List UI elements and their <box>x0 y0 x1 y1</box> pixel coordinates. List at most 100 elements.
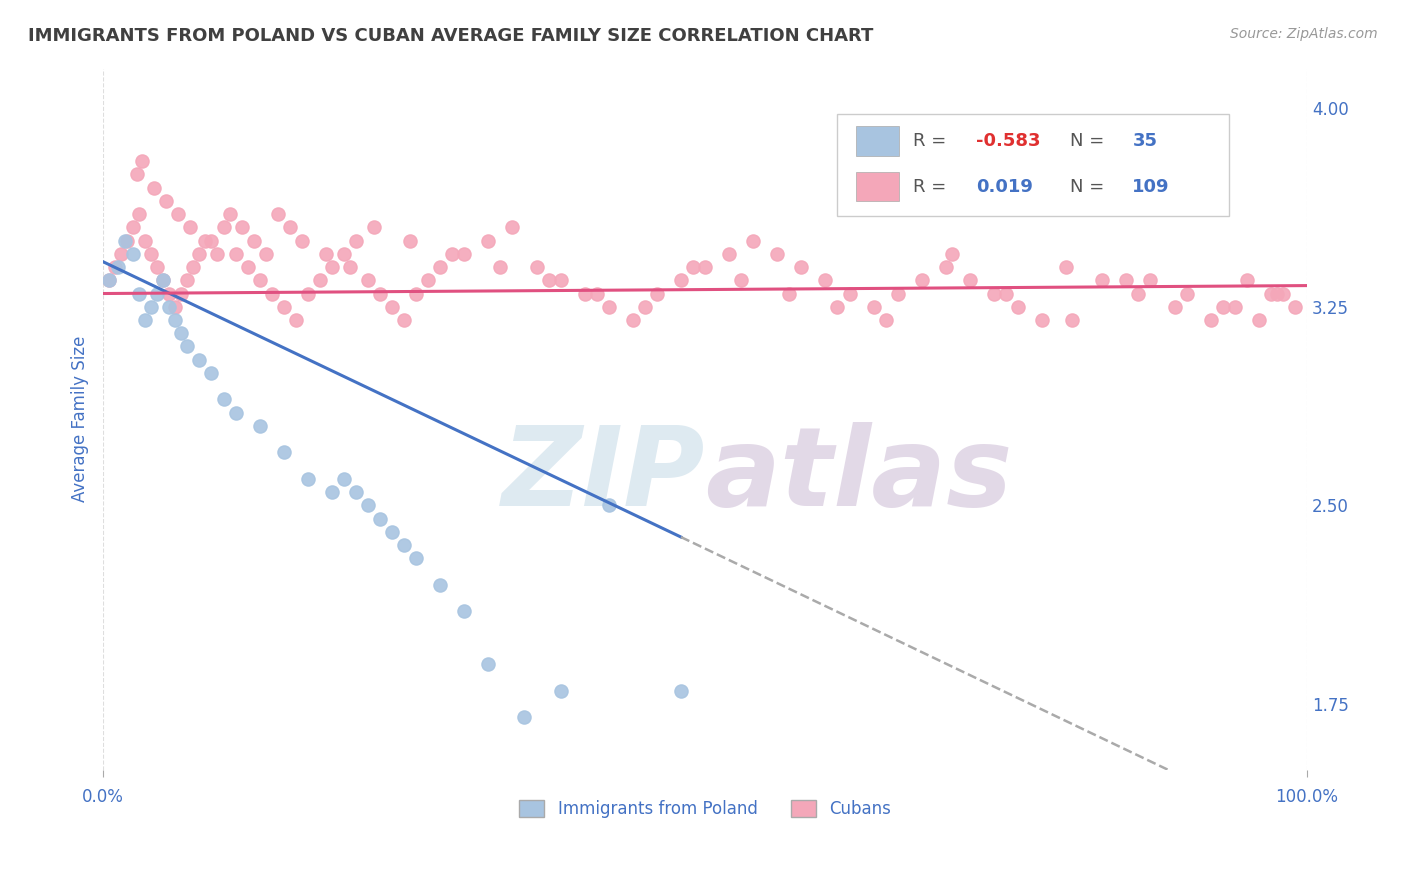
Point <box>152 273 174 287</box>
Point <box>778 286 800 301</box>
Text: N =: N = <box>1070 132 1109 150</box>
Point <box>170 326 193 341</box>
Point <box>1212 300 1234 314</box>
Point <box>418 273 440 287</box>
Point <box>682 260 704 274</box>
FancyBboxPatch shape <box>838 114 1229 216</box>
Point <box>983 286 1005 301</box>
Point <box>166 207 188 221</box>
Point <box>995 286 1018 301</box>
Point <box>212 220 235 235</box>
Text: 35: 35 <box>1132 132 1157 150</box>
Point <box>453 604 475 618</box>
Text: ZIP: ZIP <box>502 422 704 529</box>
Point <box>297 286 319 301</box>
Point <box>1007 300 1029 314</box>
Point <box>477 657 499 672</box>
Point <box>125 168 148 182</box>
Point <box>225 406 247 420</box>
Point <box>1260 286 1282 301</box>
Point <box>742 234 765 248</box>
Text: Source: ZipAtlas.com: Source: ZipAtlas.com <box>1230 27 1378 41</box>
Point <box>790 260 813 274</box>
Point <box>1199 313 1222 327</box>
Point <box>429 577 451 591</box>
Point <box>291 234 314 248</box>
Point <box>155 194 177 208</box>
Point <box>321 485 343 500</box>
Point <box>200 234 222 248</box>
Point <box>107 260 129 274</box>
Point <box>598 498 620 512</box>
Point <box>122 247 145 261</box>
Point <box>381 524 404 539</box>
Point <box>141 300 163 314</box>
Point <box>142 180 165 194</box>
Point <box>574 286 596 301</box>
Point <box>188 247 211 261</box>
Point <box>212 392 235 407</box>
Text: -0.583: -0.583 <box>976 132 1040 150</box>
Point <box>146 260 169 274</box>
FancyBboxPatch shape <box>855 172 898 202</box>
Point <box>368 286 391 301</box>
Point <box>165 313 187 327</box>
Point <box>183 260 205 274</box>
Point <box>157 286 180 301</box>
Point <box>344 485 367 500</box>
Point <box>170 286 193 301</box>
Point <box>278 220 301 235</box>
Point <box>1223 300 1246 314</box>
Point <box>357 273 380 287</box>
Point <box>1139 273 1161 287</box>
Point <box>477 234 499 248</box>
Point <box>363 220 385 235</box>
Point <box>357 498 380 512</box>
Point <box>392 538 415 552</box>
Point <box>284 313 307 327</box>
Point <box>730 273 752 287</box>
Point <box>128 286 150 301</box>
Point <box>128 207 150 221</box>
Point <box>1163 300 1185 314</box>
Point <box>254 247 277 261</box>
Point <box>194 234 217 248</box>
Point <box>146 286 169 301</box>
Point <box>634 300 657 314</box>
Point <box>550 273 572 287</box>
FancyBboxPatch shape <box>855 127 898 156</box>
Point <box>501 220 523 235</box>
Point <box>231 220 253 235</box>
Point <box>1091 273 1114 287</box>
Point <box>339 260 361 274</box>
Legend: Immigrants from Poland, Cubans: Immigrants from Poland, Cubans <box>513 793 897 825</box>
Point <box>513 710 536 724</box>
Point <box>249 418 271 433</box>
Point <box>550 683 572 698</box>
Point <box>959 273 981 287</box>
Point <box>526 260 548 274</box>
Point <box>273 300 295 314</box>
Point <box>1265 286 1288 301</box>
Point <box>134 234 156 248</box>
Point <box>115 234 138 248</box>
Point <box>585 286 607 301</box>
Point <box>941 247 963 261</box>
Point <box>1115 273 1137 287</box>
Point <box>344 234 367 248</box>
Point <box>718 247 741 261</box>
Point <box>399 234 422 248</box>
Point <box>693 260 716 274</box>
Point <box>321 260 343 274</box>
Point <box>98 273 121 287</box>
Point <box>98 273 121 287</box>
Point <box>537 273 560 287</box>
Point <box>1247 313 1270 327</box>
Point <box>381 300 404 314</box>
Point <box>104 260 127 274</box>
Point <box>131 154 153 169</box>
Point <box>249 273 271 287</box>
Point <box>200 366 222 380</box>
Point <box>405 286 427 301</box>
Point <box>152 273 174 287</box>
